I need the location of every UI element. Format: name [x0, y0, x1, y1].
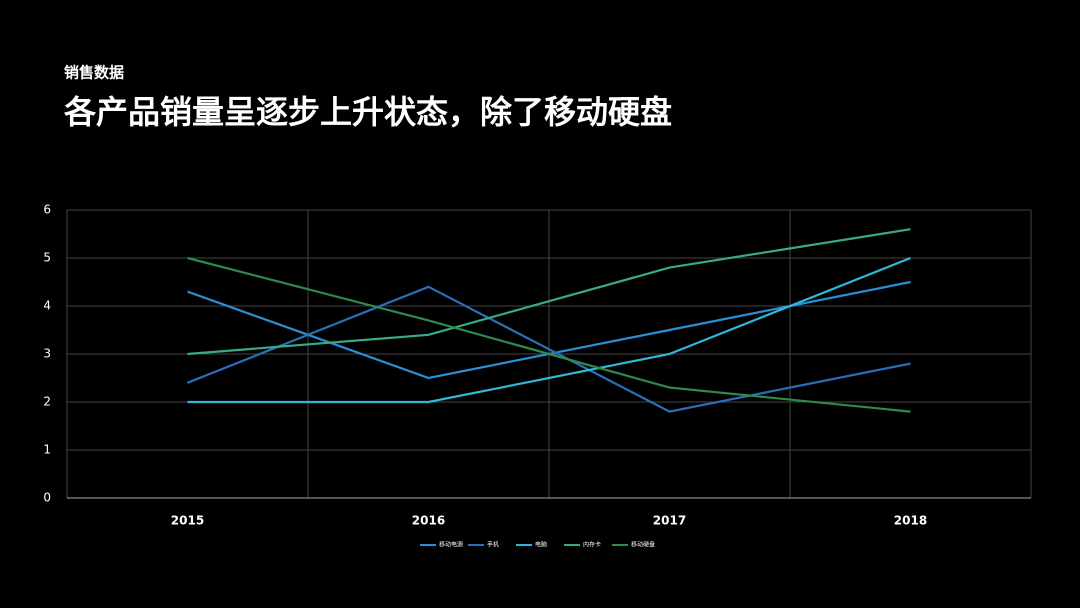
series-line	[187, 228, 911, 356]
legend-label: 电脑	[535, 541, 547, 549]
title: 各产品销量呈逐步上升状态，除了移动硬盘	[64, 93, 672, 131]
series-line	[187, 285, 911, 413]
y-tick-label: 5	[43, 251, 51, 265]
y-tick-label: 6	[43, 203, 51, 217]
legend-label: 内存卡	[583, 541, 601, 549]
x-tick-label: 2016	[412, 514, 445, 528]
legend-label: 移动硬盘	[631, 541, 655, 549]
y-tick-label: 1	[43, 443, 51, 457]
subtitle: 销售数据	[64, 64, 124, 82]
legend-label: 移动电源	[439, 541, 463, 549]
x-tick-label: 2015	[171, 514, 204, 528]
y-tick-label: 2	[43, 395, 51, 409]
y-tick-label: 0	[43, 491, 51, 505]
y-tick-label: 4	[43, 299, 51, 313]
y-tick-label: 3	[43, 347, 51, 361]
legend-label: 手机	[487, 541, 499, 549]
x-tick-label: 2018	[894, 514, 927, 528]
series-line	[187, 256, 911, 413]
x-tick-label: 2017	[653, 514, 686, 528]
series-line	[187, 256, 911, 404]
